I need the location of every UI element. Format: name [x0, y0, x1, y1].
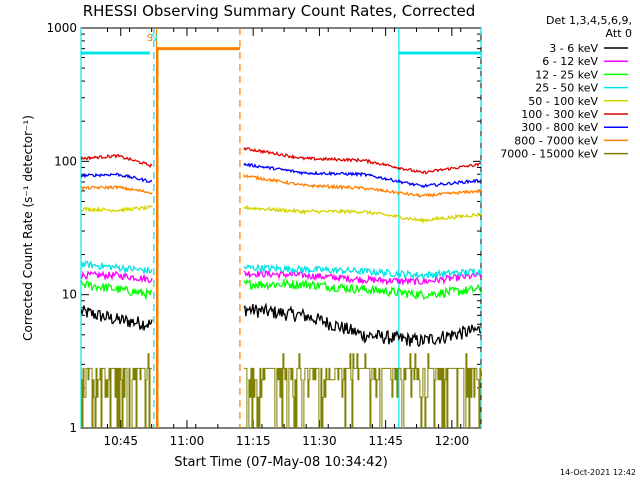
- event-marker: S: [147, 33, 153, 44]
- legend-label: 3 - 6 keV: [549, 42, 598, 55]
- series-line: [81, 353, 152, 428]
- series-line: [243, 277, 481, 301]
- x-tick-label: 11:00: [170, 434, 205, 448]
- series-line: [243, 146, 481, 175]
- series-line: [81, 184, 153, 195]
- series-line: [81, 305, 153, 331]
- event-marker: N: [150, 33, 157, 44]
- legend-label: 7000 - 15000 keV: [500, 148, 598, 161]
- legend-header-line1: Det 1,3,4,5,6,9,: [546, 14, 632, 27]
- x-tick-label: 11:30: [302, 434, 337, 448]
- series-line: [243, 262, 481, 280]
- legend-label: 6 - 12 keV: [542, 55, 598, 68]
- x-tick-label: 11:15: [236, 434, 271, 448]
- x-tick-labels: 10:45 11:00 11:15 11:30 11:45 12:00: [103, 434, 469, 448]
- y-tick-labels: 1 10 100 1000: [46, 21, 77, 435]
- y-axis-label: Corrected Count Rate (s⁻¹ detector⁻¹): [21, 115, 35, 341]
- status-bars: [81, 47, 481, 428]
- legend-label: 25 - 50 keV: [535, 82, 598, 95]
- x-tick-label: 10:45: [103, 434, 138, 448]
- series-line: [81, 172, 153, 184]
- event-markers: SN: [147, 33, 158, 44]
- series-line: [81, 279, 153, 301]
- series-line: [243, 204, 481, 225]
- x-tick-label: 11:45: [368, 434, 403, 448]
- x-axis-label: Start Time (07-May-08 10:34:42): [174, 455, 388, 470]
- series-line: [243, 353, 481, 428]
- y-tick-label: 10: [62, 288, 77, 302]
- series-line: [81, 204, 153, 214]
- series-group: [81, 146, 481, 428]
- series-line: [243, 269, 481, 287]
- y-tick-label: 1000: [46, 21, 77, 35]
- legend-label: 50 - 100 keV: [528, 95, 598, 108]
- x-tick-label: 12:00: [435, 434, 470, 448]
- y-tick-label: 100: [54, 154, 77, 168]
- legend-label: 800 - 7000 keV: [514, 134, 598, 147]
- footer-timestamp: 14-Oct-2021 12:42: [560, 468, 636, 477]
- y-tick-label: 1: [69, 421, 77, 435]
- legend-label: 100 - 300 keV: [521, 108, 598, 121]
- legend-label: 300 - 800 keV: [521, 121, 598, 134]
- series-line: [81, 153, 153, 169]
- series-line: [243, 162, 481, 189]
- series-line: [81, 270, 153, 284]
- legend-header-line2: Att 0: [606, 27, 632, 40]
- series-line: [243, 302, 481, 348]
- legend-label: 12 - 25 keV: [535, 68, 598, 81]
- series-line: [81, 260, 153, 275]
- chart-title: RHESSI Observing Summary Count Rates, Co…: [83, 2, 476, 20]
- series-line: [243, 174, 481, 199]
